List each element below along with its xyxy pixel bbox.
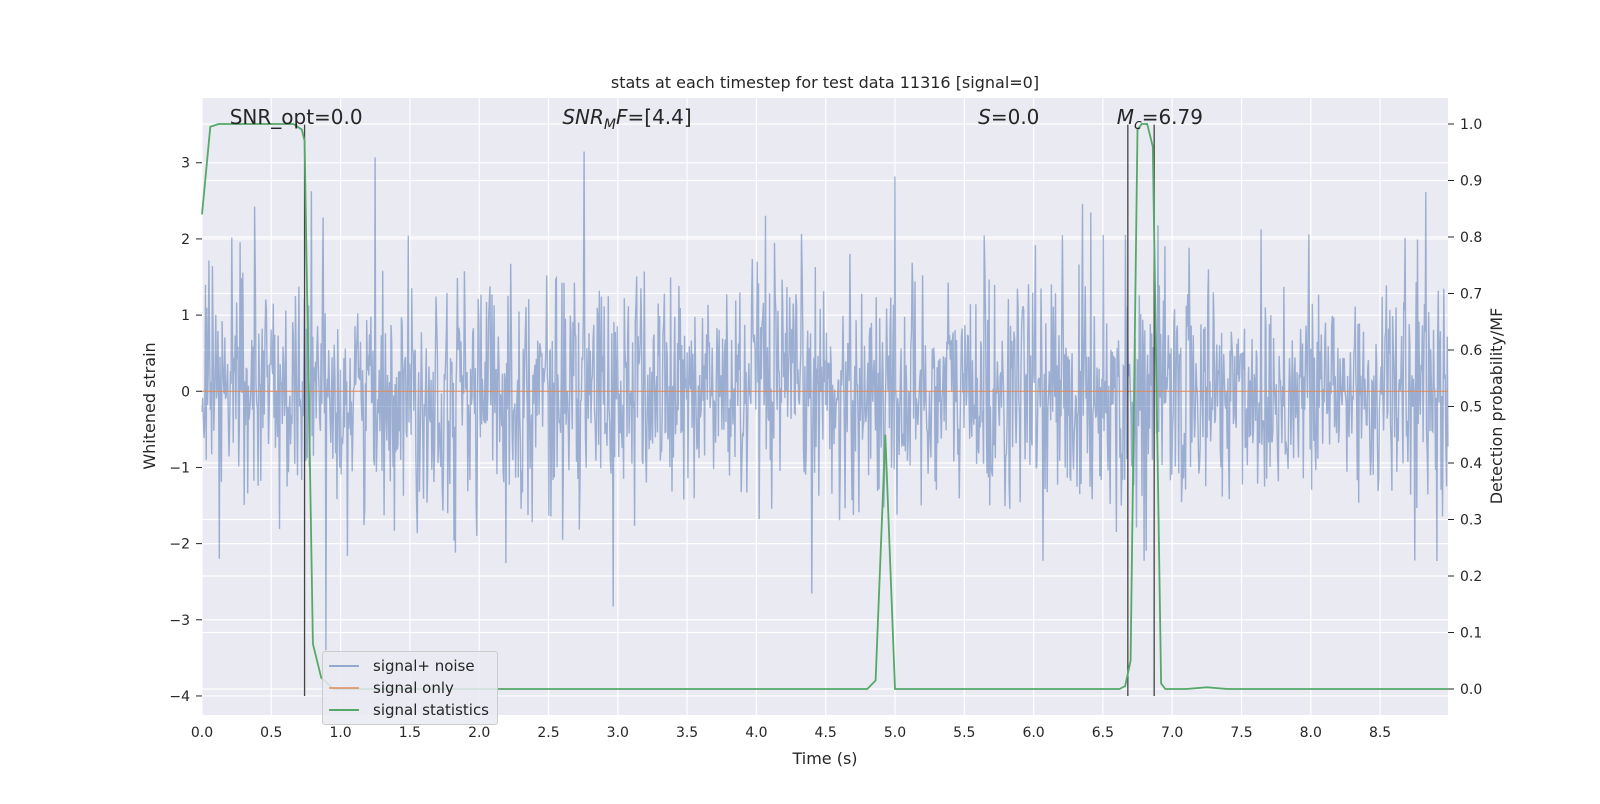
signal-statistics-series	[201, 123, 1448, 690]
noise-series	[201, 151, 1449, 651]
annotation-text: SNRMF=[4.4]	[562, 105, 691, 133]
annotation-text: S=0.0	[978, 105, 1039, 129]
y-tick-label-right: 0.7	[1460, 286, 1482, 302]
y-tick-label-right: 0.4	[1460, 456, 1482, 472]
legend-item-signal-statistics: signal statistics	[329, 699, 489, 721]
y-tick-label-right: 0.3	[1460, 513, 1482, 529]
y-tick-label-left: 0	[181, 384, 190, 400]
legend-swatch-signal-only	[329, 687, 359, 689]
y-tick-label-left: −4	[169, 689, 190, 705]
y-tick-label-left: −3	[169, 613, 190, 629]
x-tick-label: 7.0	[1161, 725, 1183, 741]
x-tick-label: 0.5	[260, 725, 282, 741]
y-tick-label-left: 3	[181, 156, 190, 172]
x-tick-label: 8.5	[1369, 725, 1391, 741]
x-tick-label: 7.5	[1230, 725, 1252, 741]
y-axis-label-left: Whitened strain	[140, 342, 159, 469]
signal-statistics-line	[201, 123, 1448, 690]
x-tick-label: 5.0	[884, 725, 906, 741]
y-tick-label-right: 0.6	[1460, 343, 1482, 359]
x-axis-label: Time (s)	[791, 749, 857, 768]
y-tick-label-right: 0.8	[1460, 230, 1482, 246]
x-tick-label: 4.0	[745, 725, 767, 741]
tick-labels: 0.0 0.5 1.0 1.5 2.0 2.5 3.0 3.5 4.0 4.5 5.0 5.5 6.0 6…	[169, 117, 1482, 741]
x-tick-label: 6.5	[1092, 725, 1114, 741]
legend-label-signal-only: signal only	[373, 679, 454, 697]
y-tick-label-right: 1.0	[1460, 117, 1482, 133]
y-tick-label-left: −1	[169, 460, 190, 476]
y-tick-label-left: 1	[181, 308, 190, 324]
legend-label-signal-statistics: signal statistics	[373, 701, 490, 719]
legend: signal+ noise signal only signal statist…	[322, 651, 498, 725]
legend-item-signal-noise: signal+ noise	[329, 655, 475, 677]
annotation-text: Mc=6.79	[1117, 105, 1203, 133]
noise-line	[201, 151, 1449, 651]
y-tick-label-left: 2	[181, 232, 190, 248]
y-tick-label-right: 0.1	[1460, 626, 1482, 642]
y-tick-label-right: 0.9	[1460, 173, 1482, 189]
legend-swatch-signal-noise	[329, 665, 359, 667]
y-tick-label-left: −2	[169, 537, 190, 553]
x-tick-label: 0.0	[191, 725, 213, 741]
x-tick-label: 8.0	[1300, 725, 1322, 741]
x-tick-label: 2.5	[537, 725, 559, 741]
x-tick-label: 2.0	[468, 725, 490, 741]
x-tick-label: 3.5	[676, 725, 698, 741]
x-tick-label: 1.0	[329, 725, 351, 741]
x-tick-label: 1.5	[399, 725, 421, 741]
legend-swatch-signal-statistics	[329, 709, 359, 711]
x-tick-label: 5.5	[953, 725, 975, 741]
y-axis-label-right: Detection probability/MF	[1487, 308, 1506, 505]
x-tick-label: 3.0	[607, 725, 629, 741]
y-tick-label-right: 0.5	[1460, 400, 1482, 416]
legend-label-signal-noise: signal+ noise	[373, 657, 475, 675]
annotation-text: SNR_opt=0.0	[230, 105, 363, 129]
y-tick-label-right: 0.2	[1460, 569, 1482, 585]
chart-title: stats at each timestep for test data 113…	[611, 73, 1039, 92]
x-tick-label: 4.5	[815, 725, 837, 741]
annotations: SNR_opt=0.0 SNRMF=[4.4] S=0.0 Mc=6.79	[230, 105, 1203, 133]
y-tick-label-right: 0.0	[1460, 682, 1482, 698]
x-tick-label: 6.0	[1022, 725, 1044, 741]
legend-item-signal-only: signal only	[329, 677, 454, 699]
